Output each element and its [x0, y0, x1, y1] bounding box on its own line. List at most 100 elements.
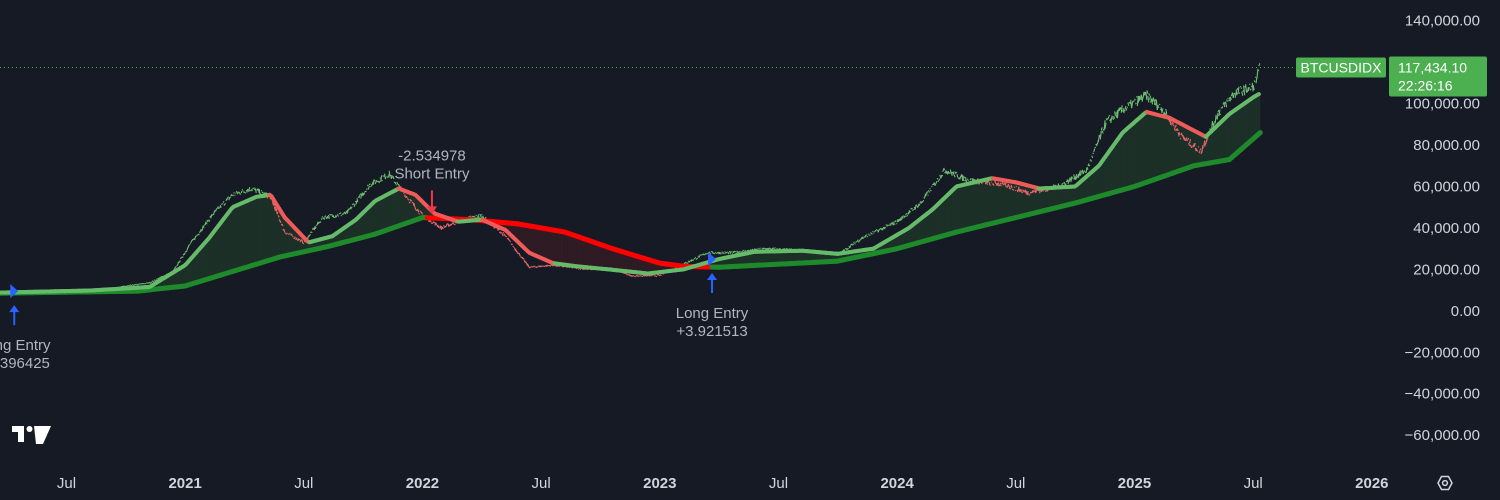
price-segment	[1086, 167, 1089, 171]
trend-fill-segment	[351, 221, 354, 241]
trend-fill-segment	[522, 224, 525, 249]
price-segment	[1171, 121, 1174, 125]
trend-fill-segment	[961, 184, 964, 231]
trend-fill-segment	[1110, 145, 1114, 194]
price-segment	[1115, 110, 1118, 118]
trend-fill-segment	[956, 185, 959, 233]
price-segment	[365, 190, 367, 193]
price-segment	[521, 256, 524, 260]
trend-fill-segment	[1196, 131, 1199, 166]
price-segment	[452, 221, 455, 225]
price-segment	[275, 208, 278, 215]
price-segment	[206, 219, 209, 223]
trend-fill-segment	[1238, 105, 1242, 152]
price-segment	[1112, 117, 1115, 121]
trend-fill-segment	[291, 225, 295, 255]
price-segment	[1161, 108, 1164, 113]
trend-fill-segment	[1224, 116, 1228, 161]
trend-fill-segment	[1229, 112, 1232, 160]
price-segment	[503, 233, 506, 237]
price-segment	[380, 175, 383, 182]
price-segment	[185, 250, 188, 253]
price-segment	[509, 240, 512, 243]
trend-fill-segment	[230, 207, 233, 273]
price-segment	[216, 206, 219, 209]
price-segment	[350, 206, 353, 209]
price-segment	[1109, 118, 1112, 122]
price-segment	[498, 231, 501, 234]
price-segment	[246, 188, 249, 193]
trend-fill-segment	[1068, 186, 1071, 205]
trend-fill-segment	[802, 250, 805, 263]
price-segment	[1242, 89, 1245, 92]
price-segment	[356, 198, 359, 203]
price-segment	[381, 179, 383, 182]
price-segment	[953, 174, 956, 178]
trend-fill-segment	[187, 259, 190, 286]
trend-fill-segment	[550, 229, 554, 264]
gear-icon[interactable]	[1437, 475, 1453, 491]
price-segment	[744, 249, 747, 252]
price-segment	[336, 213, 339, 217]
trend-fill-segment	[1160, 115, 1163, 178]
price-segment	[370, 184, 373, 187]
price-segment	[502, 232, 505, 234]
price-segment	[686, 262, 688, 265]
price-segment	[1108, 114, 1111, 117]
price-segment	[639, 274, 642, 277]
trend-fill-segment	[182, 265, 186, 287]
price-segment	[233, 192, 235, 194]
price-segment	[250, 189, 252, 192]
price-segment	[451, 222, 454, 225]
symbol-tag	[1296, 57, 1386, 78]
trend-fill-segment	[1053, 187, 1057, 209]
trend-fill-segment	[1001, 179, 1004, 222]
price-segment	[920, 201, 923, 204]
trend-fill-segment	[396, 188, 399, 227]
price-segment	[711, 251, 714, 254]
price-segment	[659, 274, 662, 276]
trend-fill-segment	[370, 203, 373, 236]
price-segment	[1131, 101, 1134, 109]
price-segment	[926, 191, 929, 195]
trend-fill-segment	[251, 197, 254, 266]
price-segment	[950, 171, 953, 176]
trend-fill-segment	[1103, 155, 1107, 196]
trend-fill-segment	[1215, 125, 1218, 163]
price-segment	[897, 218, 900, 223]
price-segment	[1232, 92, 1235, 98]
trend-fill-segment	[996, 179, 1000, 223]
price-segment	[213, 210, 216, 215]
price-segment	[276, 211, 279, 214]
price-segment	[515, 250, 518, 254]
trend-fill-segment	[170, 272, 174, 288]
trend-fill-segment	[911, 224, 914, 245]
trend-fill-segment	[745, 253, 748, 266]
trend-fill-segment	[643, 258, 646, 274]
price-segment	[881, 227, 884, 231]
signal-label: Long Entry	[676, 305, 749, 322]
trend-fill-segment	[975, 181, 978, 228]
price-segment	[1209, 128, 1211, 131]
trend-fill-segment	[612, 248, 615, 271]
trend-fill-segment	[1072, 186, 1076, 204]
trend-fill-segment	[1227, 113, 1230, 160]
price-segment	[186, 247, 189, 251]
price-segment	[630, 274, 632, 277]
price-segment	[1018, 186, 1021, 192]
price-segment	[949, 172, 951, 174]
price-segment	[390, 174, 393, 180]
trend-fill-segment	[1253, 96, 1256, 139]
price-segment	[505, 235, 508, 238]
price-segment	[852, 243, 854, 246]
price-segment	[1008, 185, 1011, 189]
trend-fill-segment	[289, 222, 292, 255]
trend-fill-segment	[937, 202, 940, 238]
price-segment	[431, 222, 434, 225]
trend-fill-segment	[994, 178, 997, 223]
trend-fill-segment	[1141, 113, 1144, 184]
trend-fill-segment	[768, 251, 772, 265]
price-segment	[936, 177, 939, 180]
